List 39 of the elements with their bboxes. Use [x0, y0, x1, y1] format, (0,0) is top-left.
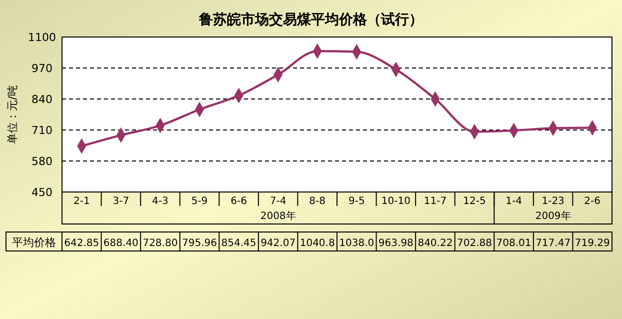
y-tick-label: 580: [32, 155, 52, 168]
x-tick-label: 2-6: [584, 196, 601, 207]
x-tick-label: 1-23: [542, 196, 564, 207]
x-tick-label: 11-7: [424, 196, 447, 207]
data-label: 1040.8: [300, 238, 335, 249]
data-label: 942.07: [260, 238, 296, 249]
data-label: 854.45: [221, 238, 256, 249]
data-label: 717.47: [536, 238, 571, 249]
data-label: 688.40: [103, 238, 138, 249]
chart-title: 鲁苏皖市场交易煤平均价格（试行）: [198, 11, 423, 28]
data-label: 728.80: [142, 238, 178, 249]
x-tick-label: 12-5: [463, 196, 486, 207]
x-tick-label: 3-7: [112, 196, 130, 207]
x-tick-label: 2-1: [73, 196, 90, 207]
x-tick-label: 1-4: [506, 196, 522, 207]
x-tick-label: 9-5: [348, 196, 365, 207]
text: 2009年: [535, 210, 571, 222]
y-tick-label: 710: [32, 124, 52, 137]
data-label: 702.88: [457, 238, 492, 249]
y-tick-label: 1100: [28, 31, 56, 44]
data-label: 795.96: [182, 238, 217, 249]
data-label: 963.98: [378, 238, 414, 249]
x-tick-label: 10-10: [381, 196, 410, 207]
y-tick-label: 970: [32, 62, 52, 75]
x-tick-label: 7-4: [270, 196, 286, 207]
text: 2008年: [260, 210, 296, 222]
data-label: 708.01: [496, 238, 532, 249]
data-label: 840.22: [418, 238, 453, 249]
data-label: 642.85: [64, 238, 100, 249]
y-tick-label: 450: [32, 186, 52, 199]
x-tick-label: 5-9: [191, 196, 208, 207]
y-tick-label: 840: [32, 93, 52, 106]
text: 平均价格: [12, 236, 56, 249]
x-tick-label: 4-3: [152, 196, 168, 207]
x-tick-label: 6-6: [230, 196, 247, 207]
data-label: 719.29: [574, 238, 610, 249]
y-axis-title: 单位：元/吨: [6, 85, 19, 144]
x-tick-label: 8-8: [309, 196, 326, 207]
data-label: 1038.0: [339, 238, 374, 249]
